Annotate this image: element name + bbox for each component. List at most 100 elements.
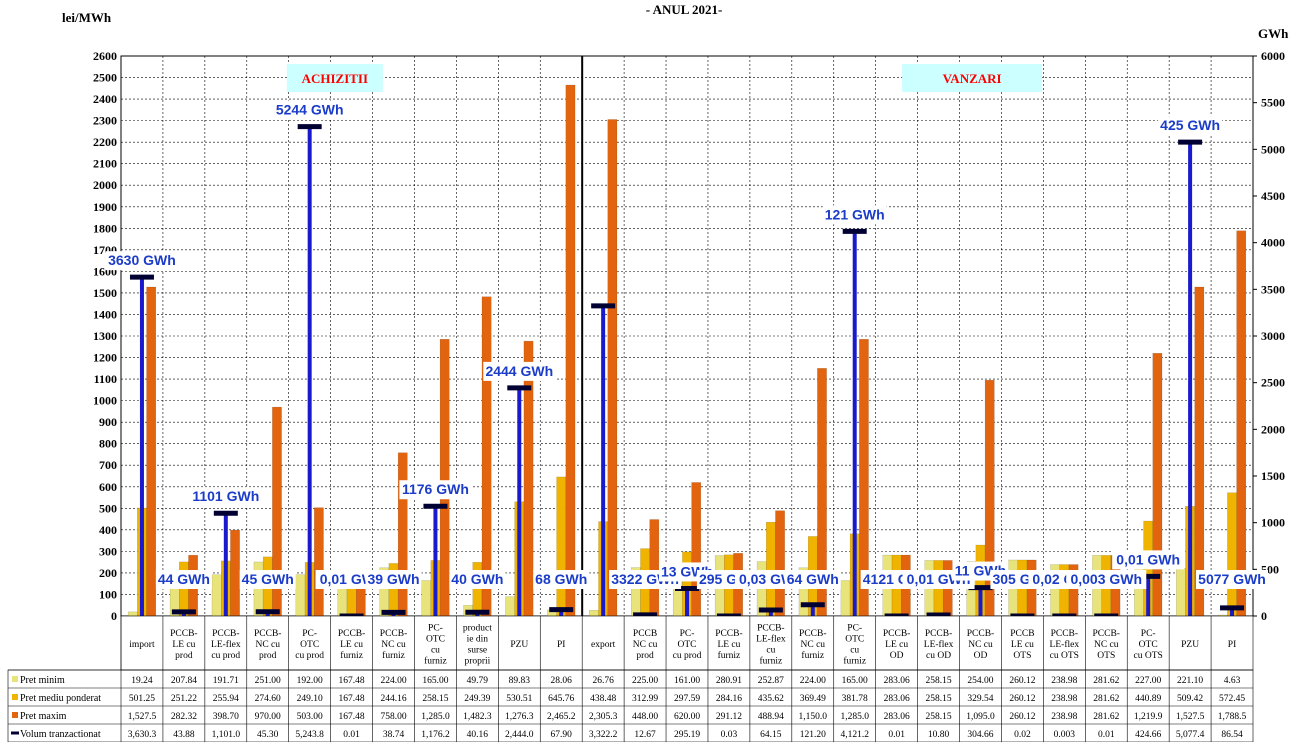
x-tick-label: OTC	[426, 635, 445, 645]
data-label: 38.74	[383, 730, 405, 740]
data-label: 398.70	[213, 712, 239, 722]
x-tick-label: cu OD	[926, 651, 951, 661]
volume-annotation: 0,003 GWh	[1070, 571, 1142, 587]
section-label-box	[902, 64, 1043, 92]
data-label: 291.12	[716, 712, 742, 722]
x-tick-label: prod	[175, 651, 193, 661]
volume-annotation-box	[105, 251, 178, 271]
data-label: 2,305.3	[589, 712, 618, 722]
data-label: 1,176.2	[421, 730, 450, 740]
y-tick-left: 900	[99, 415, 117, 429]
volume-annotation-box	[483, 361, 556, 381]
data-label: 207.84	[171, 676, 197, 686]
volume-annotation: 5077 GWh	[1198, 571, 1266, 587]
data-label: 161.00	[674, 676, 700, 686]
data-label: 64.15	[760, 730, 782, 740]
bar-2	[649, 519, 660, 617]
x-tick-label: LE-flex	[211, 639, 241, 650]
data-label: 165.00	[422, 676, 448, 686]
volume-annotation: 1176 GWh	[402, 481, 469, 497]
data-label: 283.06	[884, 676, 910, 686]
y-tick-right: 1000	[1261, 516, 1285, 530]
y-tick-right: 4000	[1261, 236, 1285, 250]
data-label: 258.15	[422, 694, 448, 704]
x-tick-label: LE cu	[717, 640, 740, 650]
data-label: 86.54	[1221, 730, 1243, 740]
data-label: 260.12	[1009, 676, 1035, 686]
data-label: 258.15	[925, 676, 951, 686]
data-label: 26.76	[592, 676, 614, 686]
y-axis-title-right: GWh	[1258, 26, 1289, 41]
volume-annotation: 40 GWh	[451, 571, 503, 587]
data-label: 282.32	[171, 712, 197, 722]
x-tick-label: OTC	[678, 640, 697, 650]
data-label: 3,630.3	[128, 730, 157, 740]
data-label: 255.94	[213, 694, 239, 704]
y-tick-left: 2300	[93, 114, 117, 128]
y-tick-right: 2000	[1261, 422, 1285, 436]
data-label: 620.00	[674, 712, 700, 722]
data-label: 2,444.0	[505, 730, 534, 740]
section-label: VANZARI	[943, 71, 1002, 86]
volume-annotation-box	[449, 570, 506, 589]
data-label: 49.79	[467, 676, 489, 686]
data-label: 274.60	[255, 694, 281, 704]
bar-0	[505, 596, 515, 617]
x-tick-label: LE cu	[172, 640, 195, 650]
y-tick-right: 2500	[1261, 376, 1285, 390]
data-label: 2,465.2	[547, 712, 576, 722]
bar-2	[691, 482, 702, 617]
data-label: 283.06	[884, 712, 910, 722]
x-tick-label: furniz	[801, 650, 824, 661]
x-tick-label: furniz	[340, 650, 363, 661]
x-tick-label: cu	[431, 646, 440, 656]
x-tick-label: ie din	[467, 635, 489, 645]
bar-0	[589, 610, 599, 617]
x-tick-label: PZU	[510, 640, 528, 650]
data-label: 281.62	[1093, 694, 1119, 704]
data-label: 281.62	[1093, 676, 1119, 686]
y-tick-left: 0	[111, 609, 117, 623]
y-tick-left: 2400	[93, 92, 117, 106]
data-label: 238.98	[1051, 694, 1077, 704]
x-tick-label: OD	[974, 651, 988, 661]
x-tick-label: LE-flex	[756, 634, 786, 645]
data-label: 4,121.2	[840, 730, 869, 740]
bar-0	[211, 574, 222, 617]
data-label: 5,243.8	[295, 730, 324, 740]
data-label: 28.06	[551, 676, 573, 686]
data-label: 438.48	[590, 694, 616, 704]
data-label: 501.25	[129, 694, 155, 704]
data-label: 238.98	[1051, 676, 1077, 686]
data-label: 4.63	[1224, 676, 1241, 686]
y-tick-left: 400	[99, 523, 117, 537]
y-tick-left: 500	[99, 501, 117, 515]
data-label: 0.03	[721, 730, 738, 740]
x-tick-label: PCCB-	[883, 629, 910, 639]
data-label: 249.10	[297, 694, 323, 704]
data-label: 1,788.5	[1218, 712, 1247, 722]
bar-1	[556, 476, 567, 617]
y-tick-left: 1400	[93, 307, 117, 321]
data-label: 530.51	[506, 694, 532, 704]
data-label: 0.02	[1014, 730, 1031, 740]
data-label: 488.94	[758, 712, 784, 722]
x-tick-label: PCCB	[1010, 629, 1034, 639]
category-row	[120, 615, 1254, 671]
y-tick-left: 200	[99, 566, 117, 580]
x-tick-label: cu	[850, 646, 859, 656]
x-tick-label: PC-	[302, 629, 317, 639]
y-tick-right: 6000	[1261, 49, 1285, 63]
y-tick-right: 3000	[1261, 329, 1285, 343]
data-label: 1,276.3	[505, 712, 534, 722]
x-tick-label: LE-flex	[924, 639, 954, 650]
data-label: 503.00	[297, 712, 323, 722]
x-tick-label: OTS	[1097, 651, 1115, 661]
x-tick-label: PCCB-	[338, 629, 365, 639]
data-label: 67.90	[551, 730, 573, 740]
bar-1	[1227, 492, 1237, 617]
x-tick-label: furniz	[382, 650, 405, 661]
bar-0	[421, 580, 432, 617]
bar-2	[397, 452, 408, 617]
volume-annotation: 64 GWh	[787, 571, 839, 587]
